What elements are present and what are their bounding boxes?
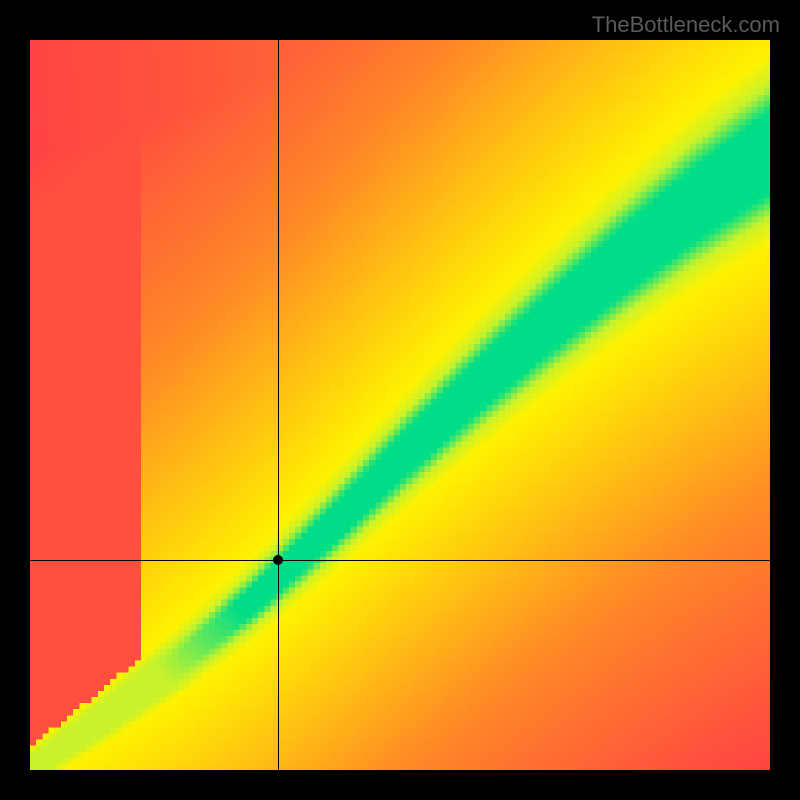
crosshair-horizontal [30,560,770,561]
crosshair-vertical [278,40,279,770]
watermark-text: TheBottleneck.com [592,12,780,38]
data-point-marker [273,555,283,565]
chart-container: TheBottleneck.com [0,0,800,800]
heatmap-canvas [30,40,770,770]
heatmap-plot [30,40,770,770]
